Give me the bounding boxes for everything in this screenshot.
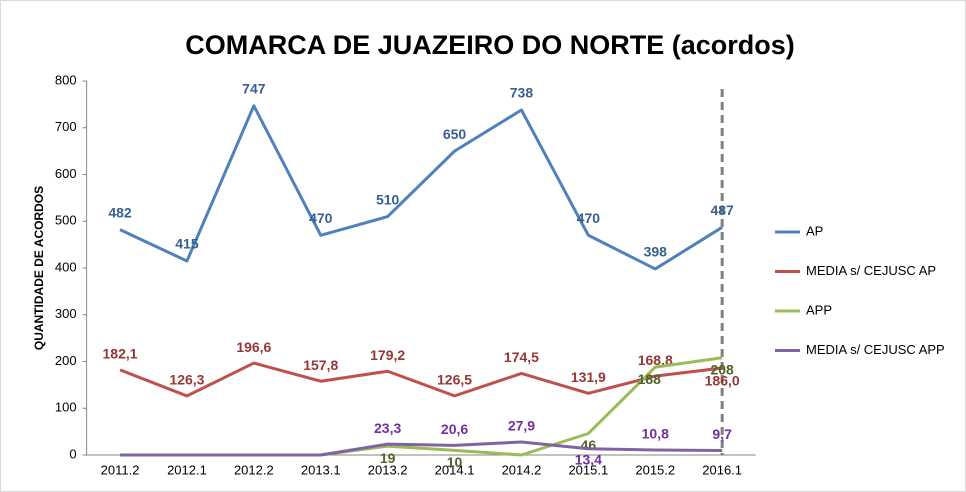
y-tick-label: 600 bbox=[55, 166, 77, 181]
x-tick-label: 2016.1 bbox=[702, 462, 742, 477]
data-label: 179,2 bbox=[370, 347, 405, 363]
data-label: 126,3 bbox=[169, 372, 204, 388]
data-label: 510 bbox=[376, 191, 400, 207]
data-label: 157,8 bbox=[303, 357, 338, 373]
x-tick-label: 2015.2 bbox=[635, 462, 675, 477]
data-label: 10 bbox=[447, 454, 463, 470]
series-line bbox=[120, 440, 723, 457]
data-label: 9,7 bbox=[712, 426, 732, 442]
x-tick-label: 2012.2 bbox=[234, 462, 274, 477]
data-label: 23,3 bbox=[374, 420, 401, 436]
data-label: 650 bbox=[443, 126, 467, 142]
y-axis-label: QUANTIDADE DE ACORDOS bbox=[32, 186, 46, 350]
y-tick-label: 700 bbox=[55, 119, 77, 134]
data-label: 398 bbox=[644, 244, 668, 260]
data-label: 27,9 bbox=[508, 418, 535, 434]
data-label: 487 bbox=[710, 202, 734, 218]
x-tick-label: 2013.2 bbox=[368, 462, 408, 477]
data-label: 188 bbox=[638, 371, 662, 387]
y-tick-label: 200 bbox=[55, 353, 77, 368]
x-tick-label: 2014.1 bbox=[435, 462, 475, 477]
data-label: 182,1 bbox=[103, 346, 138, 362]
data-label: 470 bbox=[309, 210, 333, 226]
y-tick-label: 800 bbox=[55, 72, 77, 87]
y-tick-label: 300 bbox=[55, 306, 77, 321]
data-label: 126,5 bbox=[437, 372, 472, 388]
legend-label: MEDIA s/ CEJUSC AP bbox=[806, 263, 936, 278]
legend-label: AP bbox=[806, 223, 823, 238]
chart-title: COMARCA DE JUAZEIRO DO NORTE (acordos) bbox=[185, 30, 795, 60]
data-label: 10,8 bbox=[642, 426, 669, 442]
data-label: 747 bbox=[242, 80, 266, 96]
legend-label: APP bbox=[806, 302, 832, 317]
data-label: 20,6 bbox=[441, 421, 468, 437]
data-label: 13,4 bbox=[575, 451, 602, 467]
y-tick-label: 400 bbox=[55, 259, 77, 274]
legend-label: MEDIA s/ CEJUSC APP bbox=[806, 342, 945, 357]
series-line bbox=[119, 104, 723, 271]
data-label: 208 bbox=[710, 361, 734, 377]
data-label: 19 bbox=[380, 450, 396, 466]
x-tick-label: 2014.2 bbox=[502, 462, 542, 477]
data-label: 168,8 bbox=[638, 352, 673, 368]
data-label: 482 bbox=[108, 204, 132, 220]
data-label: 196,6 bbox=[236, 339, 271, 355]
x-tick-label: 2013.1 bbox=[301, 462, 341, 477]
x-tick-label: 2015.1 bbox=[568, 462, 608, 477]
data-label: 470 bbox=[577, 210, 601, 226]
data-label: 174,5 bbox=[504, 349, 539, 365]
data-label: 738 bbox=[510, 85, 534, 101]
x-tick-label: 2011.2 bbox=[101, 462, 140, 477]
y-tick-label: 0 bbox=[69, 446, 76, 461]
y-tick-label: 100 bbox=[55, 400, 77, 415]
data-label: 415 bbox=[175, 236, 199, 252]
y-tick-label: 500 bbox=[55, 213, 77, 228]
series-line bbox=[119, 361, 723, 398]
data-label: 131,9 bbox=[571, 369, 606, 385]
x-tick-label: 2012.1 bbox=[167, 462, 207, 477]
data-label: 186,0 bbox=[705, 373, 740, 389]
